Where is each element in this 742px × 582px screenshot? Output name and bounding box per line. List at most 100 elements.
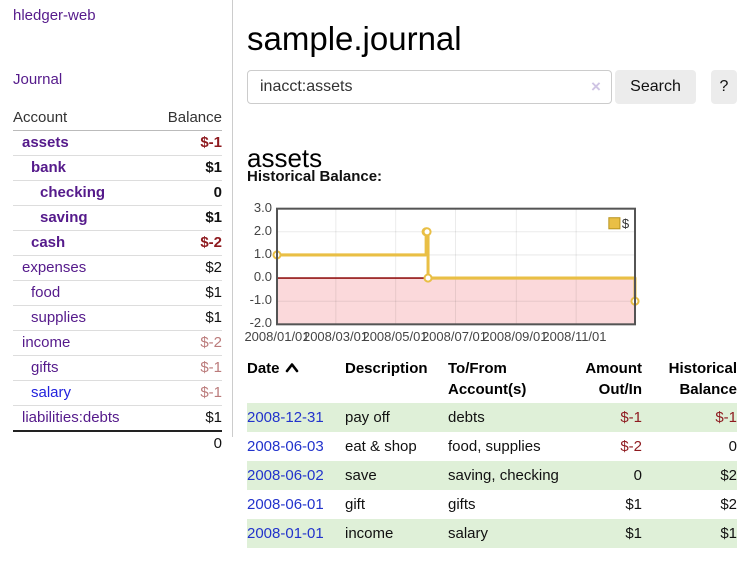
transaction-amount: $-1 — [560, 403, 642, 432]
account-link-supplies[interactable]: supplies — [31, 309, 87, 326]
transaction-description: eat & shop — [345, 438, 417, 455]
account-balance: $-1 — [200, 359, 222, 376]
account-balance: $-1 — [200, 384, 222, 401]
account-row: income $-2 — [13, 331, 222, 356]
account-balance: $1 — [205, 209, 222, 226]
transaction-accounts: gifts — [448, 496, 476, 513]
search-form: × Search ? — [247, 70, 737, 104]
search-input[interactable] — [247, 70, 612, 104]
register-header-amount: Amount Out/In — [585, 360, 642, 398]
account-balance: $1 — [205, 284, 222, 301]
page-title: sample.journal — [247, 20, 462, 58]
transaction-description: save — [345, 461, 448, 490]
x-axis-tick-label: 2008/09/01 — [482, 329, 548, 344]
app-title-link[interactable]: hledger-web — [13, 7, 96, 24]
transaction-description: income — [345, 519, 448, 548]
transaction-balance: $2 — [642, 461, 737, 490]
register-row: 2008-12-31 pay off debts $-1 $-1 — [247, 403, 737, 432]
register-row: 2008-06-01 gift gifts $1 $2 — [247, 490, 737, 519]
transaction-description: gift — [345, 496, 366, 513]
transaction-amount: 0 — [560, 461, 642, 490]
account-row: liabilities:debts $1 — [13, 406, 222, 432]
account-row: supplies $1 — [13, 306, 222, 331]
account-link-food[interactable]: food — [31, 284, 61, 301]
account-link-saving[interactable]: saving — [40, 209, 88, 226]
account-balance: $1 — [205, 309, 222, 326]
total-balance: 0 — [213, 435, 222, 452]
x-axis-tick-label: 2008/07/01 — [421, 329, 488, 344]
transaction-description: pay off — [345, 403, 448, 432]
transaction-date-link[interactable]: 2008-12-31 — [247, 409, 324, 426]
account-link-cash[interactable]: cash — [31, 234, 66, 251]
register-row: 2008-01-01 income salary $1 $1 — [247, 519, 737, 548]
transaction-balance: $2 — [720, 496, 737, 513]
chart-title: Historical Balance: — [247, 168, 383, 185]
account-row: salary $-1 — [13, 381, 222, 406]
account-row: bank $1 — [13, 156, 222, 181]
balance-column-header: Balance — [167, 109, 222, 126]
account-row: checking 0 — [13, 181, 222, 206]
transaction-amount: $1 — [560, 519, 642, 548]
account-link-bank[interactable]: bank — [31, 159, 67, 176]
account-link-income[interactable]: income — [22, 334, 71, 351]
transaction-date-link[interactable]: 2008-06-02 — [247, 467, 324, 484]
transaction-accounts: salary — [448, 519, 560, 548]
register-row: 2008-06-02 save saving, checking 0 $2 — [247, 461, 737, 490]
help-button[interactable]: ? — [711, 70, 737, 104]
account-heading: assets — [247, 142, 323, 173]
account-balance: $-2 — [200, 334, 222, 351]
account-link-gifts[interactable]: gifts — [31, 359, 59, 376]
svg-text:$: $ — [622, 216, 630, 231]
chart-plot: $ — [272, 207, 640, 326]
register-table: Date Description To/From Account(s) Amount Ou… — [247, 358, 737, 548]
account-link-salary[interactable]: salary — [31, 384, 72, 401]
account-link-expenses[interactable]: expenses — [22, 259, 87, 276]
transaction-date-link[interactable]: 2008-01-01 — [247, 525, 324, 542]
y-axis-tick-label: 3.0 — [253, 200, 272, 215]
register-row: 2008-06-03 eat & shop food, supplies $-2 0 — [247, 432, 737, 461]
sidebar-item-journal[interactable]: Journal — [13, 71, 63, 88]
account-balance: $2 — [205, 259, 222, 276]
account-balance: $1 — [205, 409, 222, 426]
register-header-to-from: To/From Account(s) — [448, 360, 527, 398]
transaction-balance: $1 — [642, 519, 737, 548]
x-axis-tick-label: 2008/03/01 — [302, 329, 369, 344]
account-balance: $1 — [205, 159, 222, 176]
account-total-row: 0 — [13, 432, 222, 456]
account-row: expenses $2 — [13, 256, 222, 281]
x-axis-tick-label: 2008/05/01 — [362, 329, 428, 344]
historical-balance-chart: $3.0 2.0 1.0 0.0 -1.0 -2.0 2008/01/01 2008/03/0… — [244, 200, 737, 348]
transaction-accounts: saving, checking — [448, 461, 560, 490]
account-row: saving $1 — [13, 206, 222, 231]
account-balance-table: Account Balance assets $-1 bank $1 checking 0… — [13, 106, 222, 456]
account-column-header: Account — [13, 109, 68, 126]
transaction-amount: $-2 — [620, 438, 642, 455]
y-axis-tick-label: 1.0 — [253, 246, 272, 261]
transaction-amount: $1 — [625, 496, 642, 513]
clear-search-icon[interactable]: × — [591, 77, 601, 96]
account-balance: $-1 — [200, 134, 222, 151]
account-row: assets $-1 — [13, 131, 222, 156]
search-button[interactable]: Search — [615, 70, 696, 104]
transaction-date-link[interactable]: 2008-06-01 — [247, 496, 324, 513]
account-link-liabilities-debts[interactable]: liabilities:debts — [22, 409, 120, 426]
transaction-accounts: food, supplies — [448, 438, 541, 455]
account-link-assets[interactable]: assets — [22, 134, 69, 151]
account-row: gifts $-1 — [13, 356, 222, 381]
account-row: cash $-2 — [13, 231, 222, 256]
x-axis-tick-label: 2008/11/01 — [542, 329, 607, 344]
transaction-date-link[interactable]: 2008-06-03 — [247, 438, 324, 455]
y-axis-tick-label: -2.0 — [249, 315, 272, 330]
account-link-checking[interactable]: checking — [40, 184, 106, 201]
sort-ascending-icon — [285, 363, 298, 373]
transaction-balance: $-1 — [642, 403, 737, 432]
register-header-historical: Historical Balance — [668, 360, 737, 398]
register-header-description: Description — [345, 360, 428, 377]
x-axis-tick-label: 2008/01/01 — [244, 329, 310, 344]
account-balance: $-2 — [200, 234, 222, 251]
y-axis-tick-label: 0.0 — [253, 269, 272, 284]
account-row: food $1 — [13, 281, 222, 306]
transaction-accounts: debts — [448, 403, 560, 432]
sidebar: hledger-web Journal Account Balance asse… — [0, 0, 233, 452]
register-header-date[interactable]: Date — [247, 358, 345, 403]
